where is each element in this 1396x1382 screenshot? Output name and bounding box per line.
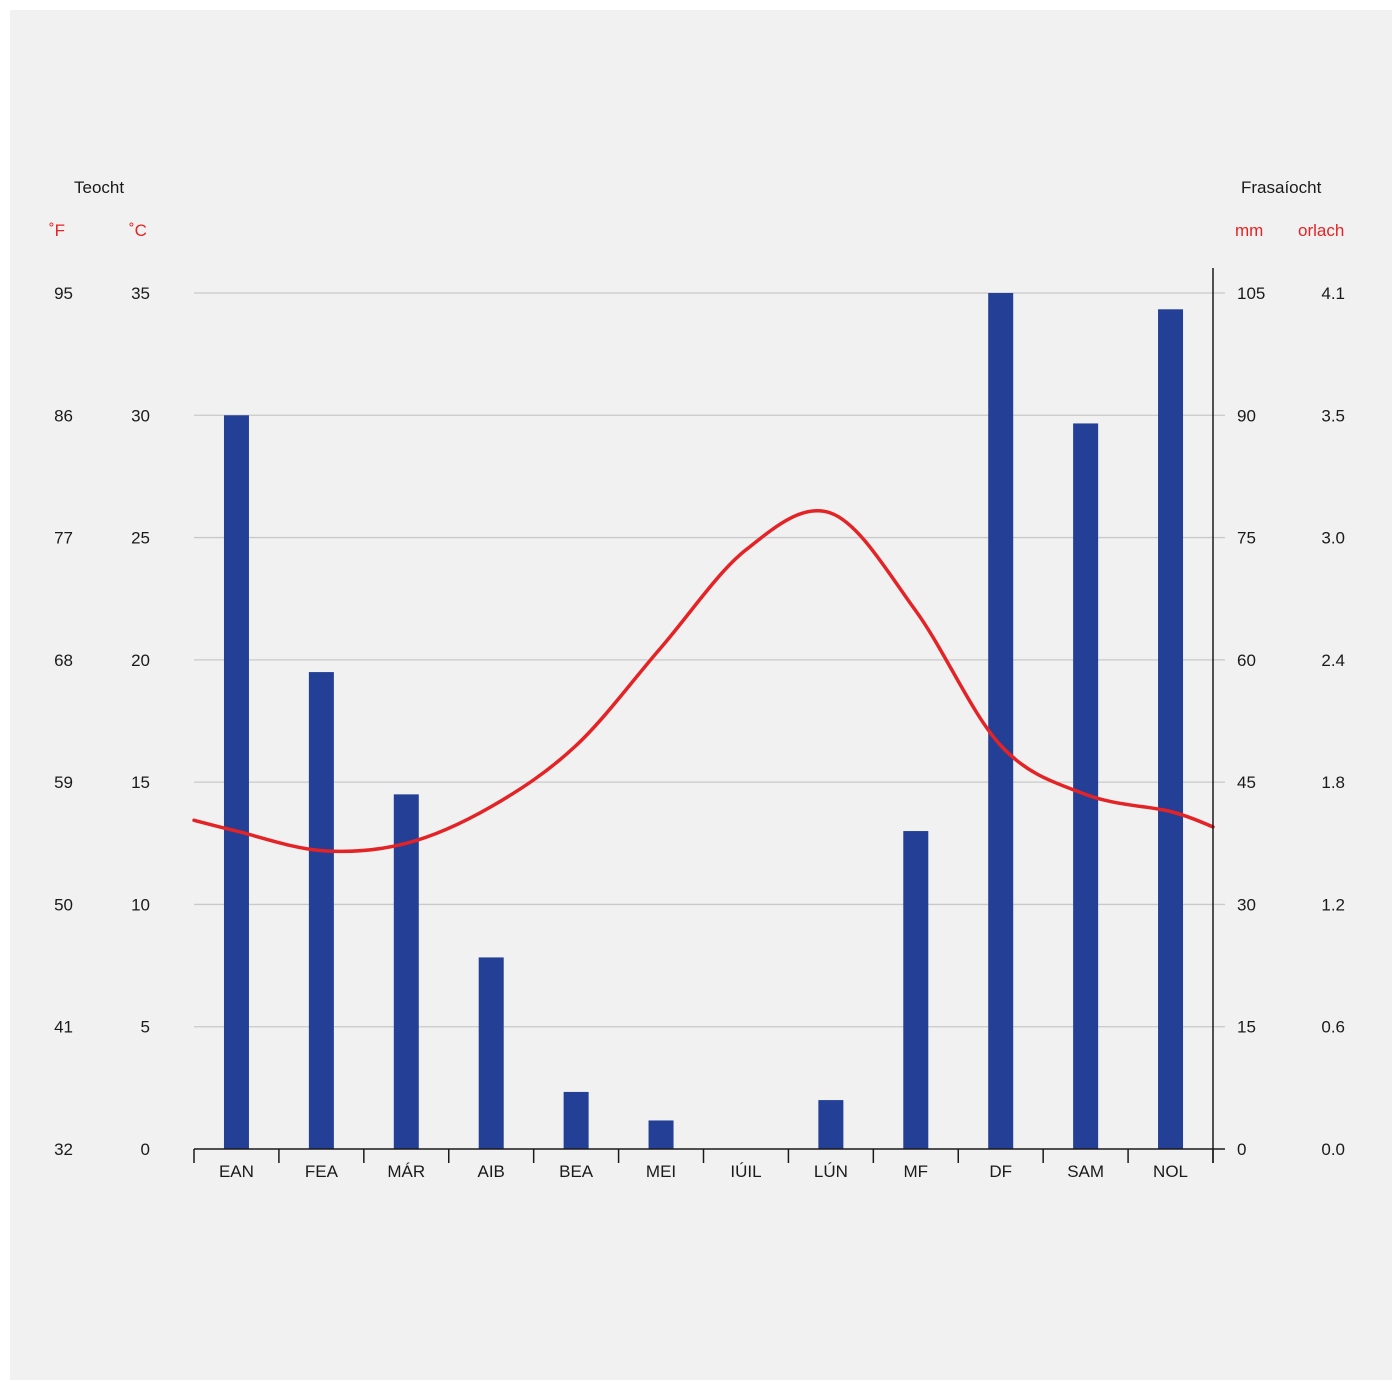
left-axis-unit-f: ˚F	[49, 221, 65, 240]
gridlines	[194, 292, 1225, 1028]
tick-label-f: 86	[54, 406, 73, 425]
tick-label-f: 95	[54, 284, 73, 303]
tick-label-f: 59	[54, 773, 73, 792]
right-axis-title: Frasaíocht	[1241, 178, 1322, 197]
tick-label-mm: 45	[1237, 773, 1256, 792]
x-tick-label: MÁR	[387, 1162, 425, 1181]
precipitation-bars	[223, 293, 1184, 1149]
x-tick-label: LÚN	[814, 1162, 848, 1181]
tick-label-c: 10	[131, 895, 150, 914]
tick-label-c: 25	[131, 529, 150, 548]
right-axis-unit-mm: mm	[1235, 221, 1263, 240]
chart-panel: Teocht ˚F ˚C Frasaíocht mm orlach 32 0 0 0.…	[10, 10, 1392, 1380]
tick-label-in: 0.0	[1321, 1140, 1345, 1159]
x-tick-label: MEI	[646, 1162, 676, 1181]
precip-bar	[393, 794, 419, 1149]
precip-bar	[988, 293, 1014, 1149]
tick-label-mm: 90	[1237, 406, 1256, 425]
precip-bar	[818, 1100, 844, 1149]
tick-label-c: 15	[131, 773, 150, 792]
precip-bar	[1073, 423, 1099, 1149]
tick-label-in: 3.0	[1321, 529, 1345, 548]
left-axis-unit-c: ˚C	[129, 221, 147, 240]
x-tick-label: NOL	[1153, 1162, 1188, 1181]
precip-bar	[648, 1120, 674, 1149]
tick-label-f: 41	[54, 1018, 73, 1037]
tick-label-mm: 105	[1237, 284, 1265, 303]
axis-labels: Teocht ˚F ˚C Frasaíocht mm orlach 32 0 0 0.…	[49, 178, 1345, 1181]
tick-label-mm: 0	[1237, 1140, 1246, 1159]
precip-bar	[478, 957, 504, 1149]
tick-label-f: 32	[54, 1140, 73, 1159]
tick-label-in: 2.4	[1321, 651, 1345, 670]
precip-bar	[903, 831, 929, 1149]
tick-label-f: 77	[54, 529, 73, 548]
climate-chart: Teocht ˚F ˚C Frasaíocht mm orlach 32 0 0 0.…	[49, 178, 1345, 1181]
precip-bar	[1158, 309, 1184, 1149]
tick-label-in: 1.8	[1321, 773, 1345, 792]
tick-label-c: 20	[131, 651, 150, 670]
precip-bar	[563, 1091, 589, 1149]
tick-label-f: 50	[54, 895, 73, 914]
tick-label-c: 5	[141, 1018, 150, 1037]
tick-label-in: 4.1	[1321, 284, 1345, 303]
tick-label-mm: 75	[1237, 529, 1256, 548]
x-tick-label: EAN	[219, 1162, 254, 1181]
tick-label-c: 0	[141, 1140, 150, 1159]
tick-label-mm: 30	[1237, 895, 1256, 914]
x-tick-label: SAM	[1067, 1162, 1104, 1181]
x-tick-label: AIB	[478, 1162, 505, 1181]
x-tick-label: MF	[904, 1162, 929, 1181]
precip-bar	[308, 672, 334, 1149]
temperature-curve	[192, 509, 1215, 854]
temperature-line	[192, 509, 1215, 854]
left-axis-title: Teocht	[74, 178, 124, 197]
tick-label-mm: 15	[1237, 1018, 1256, 1037]
axes	[193, 268, 1225, 1163]
tick-label-f: 68	[54, 651, 73, 670]
x-tick-label: DF	[989, 1162, 1012, 1181]
tick-label-c: 30	[131, 406, 150, 425]
x-tick-label: IÚIL	[730, 1162, 761, 1181]
tick-label-in: 1.2	[1321, 895, 1345, 914]
right-axis-unit-in: orlach	[1298, 221, 1344, 240]
precip-bar	[223, 415, 249, 1149]
x-tick-label: BEA	[559, 1162, 594, 1181]
tick-label-c: 35	[131, 284, 150, 303]
x-tick-label: FEA	[305, 1162, 339, 1181]
tick-label-mm: 60	[1237, 651, 1256, 670]
tick-label-in: 0.6	[1321, 1018, 1345, 1037]
tick-label-in: 3.5	[1321, 406, 1345, 425]
